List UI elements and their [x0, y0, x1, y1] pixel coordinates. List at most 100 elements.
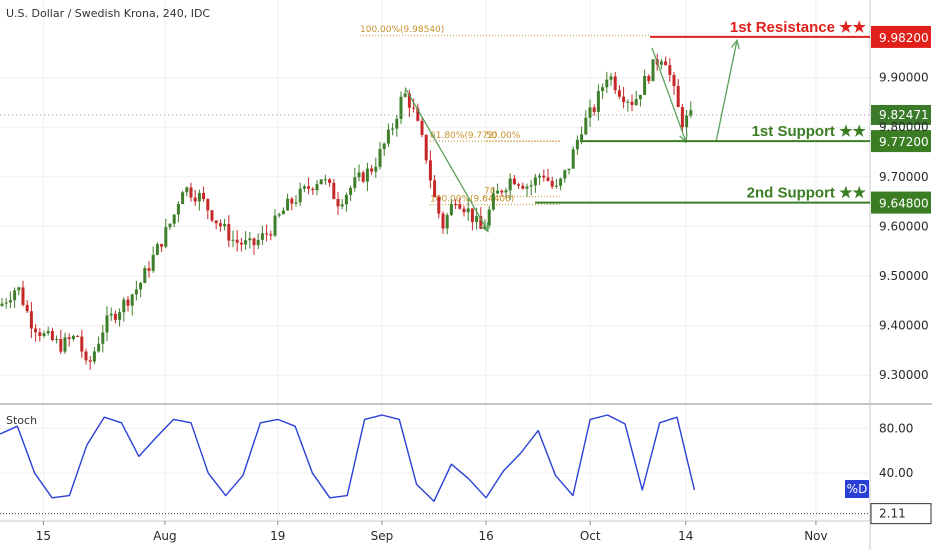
candle-body	[122, 299, 126, 313]
candle	[500, 189, 504, 196]
candle	[550, 176, 554, 189]
candle	[592, 104, 596, 116]
levels: 9.82471 1st Resistance ★★ 9.98200 1st Suppo…	[535, 19, 931, 214]
candle	[168, 223, 172, 230]
candle-body	[344, 194, 348, 205]
candle-body	[147, 268, 151, 271]
candle-body	[588, 107, 592, 118]
candle	[223, 218, 227, 231]
candle	[559, 177, 563, 191]
level-price-value: 9.77200	[879, 135, 929, 149]
price-tick-label: 9.60000	[879, 219, 929, 233]
candle-body	[118, 312, 122, 320]
level-price-tag	[871, 191, 931, 214]
candle-body	[546, 177, 550, 181]
candle-body	[672, 74, 676, 87]
candle-body	[176, 204, 180, 215]
pattern-arrow-head	[731, 38, 740, 50]
candle	[466, 198, 470, 221]
candle	[617, 85, 621, 100]
candle	[437, 195, 441, 219]
candle-body	[336, 198, 340, 207]
stoch-value-tag	[870, 503, 932, 525]
candle-body	[252, 238, 256, 246]
candle-body	[575, 139, 579, 150]
candle-body	[378, 149, 382, 167]
candle-body	[139, 282, 143, 290]
candle-body	[554, 185, 558, 187]
candle	[92, 347, 96, 365]
candle-body	[218, 223, 222, 227]
candle-body	[244, 240, 248, 245]
candle-body	[651, 59, 655, 82]
candle-body	[281, 210, 285, 215]
fib-label: 50.00%	[486, 131, 521, 141]
candle-body	[307, 186, 311, 189]
candle	[340, 199, 344, 210]
candle-body	[525, 186, 529, 189]
stoch-tick-label: 40.00	[879, 466, 913, 480]
stoch-axis: 80.00 40.00 2.11	[870, 421, 932, 525]
level-label: 2nd Support ★★	[747, 185, 867, 202]
candle	[34, 324, 38, 342]
candle	[382, 142, 386, 157]
candle-body	[332, 182, 336, 199]
candle	[588, 99, 592, 127]
candle	[344, 192, 348, 212]
candle-body	[231, 239, 235, 241]
candle	[517, 182, 521, 190]
candle	[349, 185, 353, 202]
candle	[685, 109, 689, 135]
level-label: 1st Resistance ★★	[730, 19, 867, 36]
stoch-legend-tag	[845, 480, 869, 498]
candle-body	[185, 187, 189, 193]
fib-label: 100.00%(9.64406)	[430, 195, 514, 205]
candle	[319, 179, 323, 185]
candle	[643, 69, 647, 96]
candle-body	[357, 172, 361, 178]
candle	[445, 212, 449, 235]
candle-body	[433, 180, 437, 197]
candle	[151, 246, 155, 274]
chart-title: U.S. Dollar / Swedish Krona, 240, IDC	[6, 7, 210, 20]
candle-body	[227, 224, 231, 241]
fib-label: 100.00%(9.98540)	[360, 25, 444, 35]
candle	[76, 335, 80, 338]
candle-body	[685, 115, 689, 128]
candle-body	[328, 179, 332, 183]
arrows	[404, 38, 740, 233]
candle	[210, 209, 214, 223]
time-tick-label: 15	[36, 529, 51, 543]
candle	[563, 169, 567, 183]
candle	[307, 177, 311, 195]
candle	[626, 99, 630, 112]
candle	[147, 261, 151, 278]
time-axis: 15 Aug 19 Sep 16 Oct 14 Nov	[36, 521, 828, 543]
candle-body	[63, 337, 67, 352]
current-price-value: 9.82471	[879, 108, 929, 122]
candle	[449, 199, 453, 216]
candle	[113, 310, 117, 324]
candle	[286, 193, 290, 211]
candle	[332, 179, 336, 200]
level-price-tag	[871, 25, 931, 48]
candle-body	[622, 96, 626, 103]
pattern-arrow-line	[715, 40, 738, 143]
candle	[323, 174, 327, 185]
candle	[651, 59, 655, 82]
candle-body	[323, 179, 327, 181]
candle	[638, 94, 642, 107]
candle-body	[445, 215, 449, 229]
candle	[256, 233, 260, 250]
candle	[374, 157, 378, 178]
candle	[197, 189, 201, 211]
candle-body	[76, 335, 80, 337]
candle	[84, 348, 88, 365]
time-tick-label: 16	[478, 529, 493, 543]
candle	[391, 122, 395, 136]
candle-body	[567, 168, 571, 171]
candle-body	[533, 177, 537, 186]
candle-body	[248, 238, 252, 241]
candle	[680, 103, 684, 133]
candle	[454, 199, 458, 209]
